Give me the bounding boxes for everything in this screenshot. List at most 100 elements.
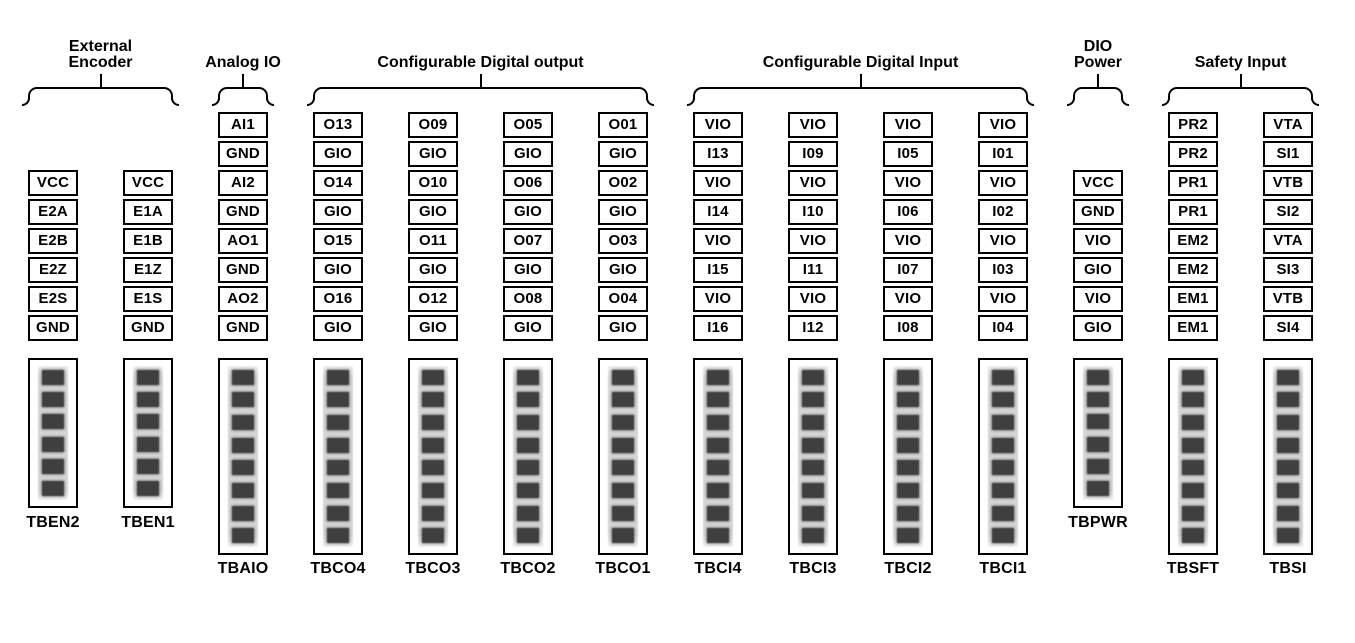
pin-cell: I13 [693, 141, 743, 167]
pin-cell: O10 [408, 170, 458, 196]
pin-cell: E2Z [28, 257, 78, 283]
pin-cell: O06 [503, 170, 553, 196]
pin-cell: I01 [978, 141, 1028, 167]
terminal-screw [42, 481, 64, 497]
terminal-block-name: TBAIO [217, 560, 269, 577]
pin-cell: GIO [313, 315, 363, 341]
pin-cell: GIO [503, 141, 553, 167]
pin-cell: GIO [408, 257, 458, 283]
terminal-screw [992, 369, 1014, 385]
group-configurable-digital-output: Configurable Digital output O13 GIO O14 GIO O… [307, 0, 654, 643]
group-bracket [212, 74, 274, 106]
terminal-screw [1087, 436, 1109, 452]
terminal-block-name: TBEN1 [121, 514, 175, 531]
pin-column-TBCI2: VIO I05 VIO I06 VIO I07 VIO I08 [883, 112, 933, 341]
terminal-screw [422, 528, 444, 544]
terminal-screw [232, 415, 254, 431]
pin-cell: E2S [28, 286, 78, 312]
pin-cell: O08 [503, 286, 553, 312]
terminal-block-name: TBCI2 [884, 560, 932, 577]
bracket-foot-left [1162, 98, 1170, 106]
terminal-screw [42, 436, 64, 452]
bracket-foot-right [646, 98, 654, 106]
terminal-screw [1087, 414, 1109, 430]
pin-cell: E2A [28, 199, 78, 225]
pin-cell: GND [218, 315, 268, 341]
pin-cell: E1B [123, 228, 173, 254]
terminal-block-name: TBCO3 [405, 560, 461, 577]
terminal-screw [897, 528, 919, 544]
terminal-screw [137, 436, 159, 452]
terminal-screw [1277, 460, 1299, 476]
group-dio-power: DIO Power VCC GND VIO GIO VIO GIO TBPWR [1067, 0, 1129, 643]
pin-cell: VTB [1263, 170, 1313, 196]
group-bracket [22, 74, 179, 106]
terminal-screw [707, 482, 729, 498]
pin-cell: I10 [788, 199, 838, 225]
terminal-screw [992, 528, 1014, 544]
bracket-foot-right [266, 98, 274, 106]
terminal-block-name: TBCO4 [310, 560, 366, 577]
terminal-screw [897, 460, 919, 476]
pin-cell: GND [218, 141, 268, 167]
bracket-tick [1239, 74, 1242, 89]
terminal-block-TBAIO [218, 358, 268, 555]
pin-cell: PR1 [1168, 199, 1218, 225]
terminal-screw [992, 460, 1014, 476]
terminal-screw [1182, 437, 1204, 453]
pin-cell: EM1 [1168, 286, 1218, 312]
pin-cell: AO2 [218, 286, 268, 312]
terminal-screw [327, 437, 349, 453]
terminal-strip [1083, 366, 1113, 500]
group-analog-io: Analog IO AI1 GND AI2 GND AO1 GND AO2 GND TBAIO [205, 0, 281, 643]
terminal-screw [137, 458, 159, 474]
pin-cell: VIO [693, 286, 743, 312]
terminal-screw [612, 437, 634, 453]
pin-column-TBSI: VTA SI1 VTB SI2 VTA SI3 VTB SI4 [1263, 112, 1313, 341]
terminal-screw [1182, 482, 1204, 498]
bracket-tick [242, 74, 244, 89]
pin-cell: VIO [788, 112, 838, 138]
bracket-foot-left [687, 98, 695, 106]
group-bracket [307, 74, 654, 106]
pin-cell: O05 [503, 112, 553, 138]
terminal-screw [802, 460, 824, 476]
terminal-screw [1277, 437, 1299, 453]
terminal-screw [612, 369, 634, 385]
terminal-block-TBCO2 [503, 358, 553, 555]
terminal-screw [897, 437, 919, 453]
pin-column-TBCO3: O09 GIO O10 GIO O11 GIO O12 GIO [408, 112, 458, 341]
terminal-screw [897, 482, 919, 498]
terminal-block-name: TBCI3 [789, 560, 837, 577]
group-external-encoder: External Encoder VCC E2A E2B E2Z E2S GND TBEN2 VC… [22, 0, 179, 643]
pin-cell: VIO [978, 286, 1028, 312]
pin-cell: I05 [883, 141, 933, 167]
pin-cell: O16 [313, 286, 363, 312]
pin-cell: O03 [598, 228, 648, 254]
terminal-block-TBCO4 [313, 358, 363, 555]
terminal-screw [137, 481, 159, 497]
terminal-screw [137, 414, 159, 430]
terminal-screw [1087, 391, 1109, 407]
terminal-screw [612, 460, 634, 476]
pin-cell: O07 [503, 228, 553, 254]
group-label: DIO Power [1074, 39, 1122, 71]
terminal-screw [327, 415, 349, 431]
terminal-screw [612, 505, 634, 521]
pin-cell: VIO [883, 112, 933, 138]
group-label-line: Analog IO [205, 54, 281, 71]
pin-cell: GIO [503, 257, 553, 283]
group-configurable-digital-input: Configurable Digital Input VIO I13 VIO I14 VI… [687, 0, 1034, 643]
terminal-block-name: TBEN2 [26, 514, 80, 531]
pin-cell: E1Z [123, 257, 173, 283]
pin-cell: VIO [883, 286, 933, 312]
pin-cell: O15 [313, 228, 363, 254]
terminal-screw [897, 369, 919, 385]
pin-cell: O02 [598, 170, 648, 196]
terminal-screw [422, 369, 444, 385]
bracket-tick [99, 74, 102, 89]
pin-cell: E2B [28, 228, 78, 254]
group-label-line: External [68, 38, 133, 55]
terminal-block-name: TBCO2 [500, 560, 556, 577]
group-label-line: DIO [1083, 38, 1113, 55]
